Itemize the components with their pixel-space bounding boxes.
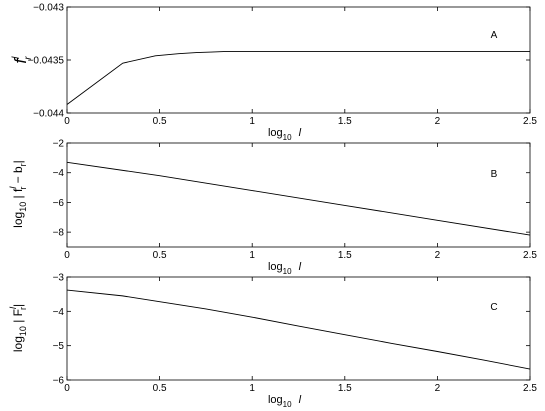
x-tick-label: 1.5 (338, 116, 352, 127)
x-axis-label: log10 l (268, 261, 302, 276)
panel-label: B (491, 169, 498, 180)
panel-label: A (491, 30, 498, 41)
y-tick-label: −8 (53, 228, 65, 239)
y-axis-label: log10 | flr − br| (8, 160, 28, 228)
y-tick-label: −6 (53, 198, 65, 209)
x-tick-label: 2 (435, 250, 441, 261)
x-tick-label: 1 (249, 383, 255, 394)
x-tick-label: 0.5 (153, 116, 167, 127)
y-axis-label: log10 | Flr| (8, 304, 28, 352)
y-tick-label: −4 (53, 168, 65, 179)
y-tick-label: −3 (53, 273, 65, 284)
x-tick-label: 2 (435, 116, 441, 127)
x-tick-label: 0.5 (153, 250, 167, 261)
x-tick-label: 1.5 (338, 383, 352, 394)
y-tick-label: −6 (53, 376, 65, 387)
series-line (66, 51, 530, 105)
series-line (66, 289, 531, 370)
x-tick-label: 2.5 (523, 250, 537, 261)
y-tick-label: −4 (53, 307, 65, 318)
x-axis-label: log10 l (268, 394, 302, 409)
x-tick-label: 2 (435, 383, 441, 394)
series-line (66, 161, 531, 236)
y-tick-label: −0.0435 (28, 56, 65, 67)
y-axis-label: flr (11, 56, 34, 64)
x-tick-label: 1.5 (338, 250, 352, 261)
y-tick-label: −2 (53, 139, 65, 150)
x-tick-label: 0 (64, 116, 70, 127)
plot-frame (66, 276, 531, 381)
x-tick-label: 2.5 (523, 383, 537, 394)
plot-frame (66, 142, 531, 248)
x-tick-label: 1 (249, 250, 255, 261)
x-axis-label: log10 l (268, 127, 302, 142)
x-tick-label: 0.5 (153, 383, 167, 394)
y-tick-label: −5 (53, 341, 65, 352)
panel-label: C (490, 302, 497, 313)
x-tick-label: 2.5 (523, 116, 537, 127)
y-tick-label: −0.044 (33, 109, 64, 120)
x-tick-label: 1 (249, 116, 255, 127)
x-tick-label: 0 (64, 383, 70, 394)
y-tick-label: −0.043 (33, 3, 64, 14)
x-tick-label: 0 (64, 250, 70, 261)
